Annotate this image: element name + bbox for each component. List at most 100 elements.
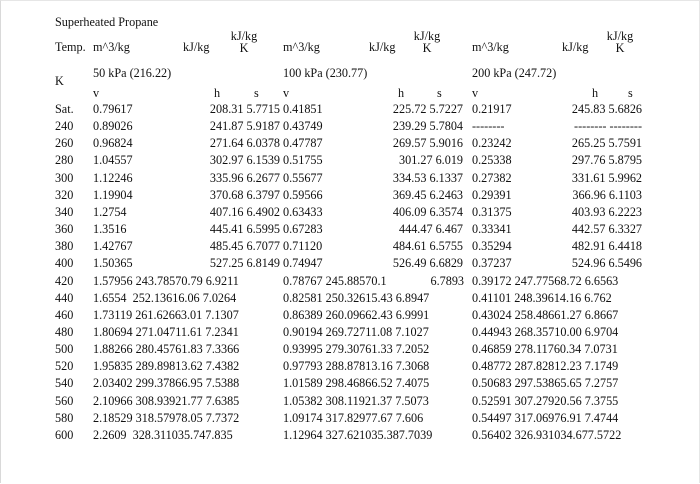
- row-5-a-1: 370.68 6.3797: [209, 188, 280, 202]
- subhead-s-200: s: [628, 86, 633, 100]
- row-0-temp: Sat.: [55, 102, 74, 116]
- row-9-b-0: 0.74947: [283, 256, 323, 270]
- row-7-b-1: 444.47 6.467: [399, 222, 463, 236]
- row-11-b-0: 0.82581 250.32615.43 6.8947: [283, 291, 430, 305]
- row-9-b-1: 526.49 6.6829: [392, 256, 463, 270]
- row-8-a-1: 485.45 6.7077: [209, 239, 280, 253]
- row-13-b-0: 0.90194 269.72711.08 7.1027: [283, 325, 429, 339]
- ent-unit-50: kJ/kg: [183, 40, 210, 54]
- ent-unit-100: kJ/kg: [369, 40, 396, 54]
- row-15-a-0: 1.95835 289.89813.62 7.4382: [93, 359, 240, 373]
- row-15-b-0: 0.97793 288.87813.16 7.3068: [283, 359, 430, 373]
- row-6-b-1: 406.09 6.3574: [392, 205, 463, 219]
- subhead-v-200: v: [472, 86, 479, 100]
- row-14-a-0: 1.88266 280.45761.83 7.3366: [93, 342, 240, 356]
- subhead-h-100: h: [398, 86, 405, 100]
- row-17-b-0: 1.05382 308.11921.37 7.5073: [283, 394, 429, 408]
- row-13-a-0: 1.80694 271.04711.61 7.2341: [93, 325, 239, 339]
- row-11-temp: 440: [55, 291, 74, 305]
- row-11-c-0: 0.41101 248.39614.16 6.762: [472, 291, 612, 305]
- row-8-c-0: 0.35294: [472, 239, 512, 253]
- entr-unit-50-bottom: K: [239, 41, 249, 55]
- vol-unit-200: m^3/kg: [472, 40, 509, 54]
- row-12-b-0: 0.86389 260.09662.43 6.9991: [283, 308, 430, 322]
- row-1-c-1: -------- --------: [574, 119, 642, 133]
- row-6-temp: 340: [55, 205, 74, 219]
- row-19-a-0: 2.2609 328.311035.747.835: [93, 428, 233, 442]
- vol-unit-100: m^3/kg: [283, 40, 320, 54]
- row-5-c-1: 366.96 6.1103: [572, 188, 642, 202]
- row-14-temp: 500: [55, 342, 74, 356]
- subhead-s-50: s: [254, 86, 259, 100]
- row-4-b-0: 0.55677: [283, 171, 323, 185]
- row-10-a-0: 1.57956 243.78570.79 6.9211: [93, 274, 239, 288]
- subhead-v-50: v: [93, 86, 100, 100]
- row-6-a-1: 407.16 6.4902: [209, 205, 280, 219]
- row-8-b-1: 484.61 6.5755: [392, 239, 463, 253]
- subhead-h-50: h: [214, 86, 221, 100]
- row-6-a-0: 1.2754: [93, 205, 127, 219]
- row-2-b-0: 0.47787: [283, 136, 323, 150]
- row-7-c-1: 442.57 6.3327: [571, 222, 642, 236]
- kelvin-label: K: [55, 74, 64, 88]
- entr-unit-100: kJ/kg K: [409, 30, 445, 54]
- row-11-a-0: 1.6554 252.13616.06 7.0264: [93, 291, 237, 305]
- row-9-a-1: 527.25 6.8149: [209, 256, 280, 270]
- row-15-temp: 520: [55, 359, 74, 373]
- row-19-b-0: 1.12964 327.621035.387.7039: [283, 428, 433, 442]
- row-9-a-0: 1.50365: [93, 256, 133, 270]
- row-10-temp: 420: [55, 274, 74, 288]
- row-10-b-0: 0.78767 245.88570.1: [283, 274, 387, 288]
- vol-unit-50: m^3/kg: [93, 40, 130, 54]
- subhead-h-200: h: [592, 86, 599, 100]
- row-9-temp: 400: [55, 256, 74, 270]
- row-8-b-0: 0.71120: [283, 239, 323, 253]
- row-5-b-1: 369.45 6.2463: [392, 188, 463, 202]
- row-16-b-0: 1.01589 298.46866.52 7.4075: [283, 376, 430, 390]
- pressure-200: 200 kPa (247.72): [472, 66, 557, 80]
- row-3-temp: 280: [55, 153, 74, 167]
- row-3-a-1: 302.97 6.1539: [209, 153, 280, 167]
- ent-unit-200: kJ/kg: [562, 40, 589, 54]
- row-8-temp: 380: [55, 239, 74, 253]
- row-3-a-0: 1.04557: [93, 153, 133, 167]
- row-10-c-0: 0.39172 247.77568.72 6.6563: [472, 274, 619, 288]
- row-17-temp: 560: [55, 394, 74, 408]
- row-12-temp: 460: [55, 308, 74, 322]
- row-5-a-0: 1.19904: [93, 188, 133, 202]
- row-10-b-1: 6.7893: [430, 274, 464, 288]
- row-4-a-1: 335.96 6.2677: [209, 171, 280, 185]
- row-0-a-1: 208.31 5.7715: [209, 102, 280, 116]
- row-13-c-0: 0.44943 268.35710.00 6.9704: [472, 325, 619, 339]
- row-0-b-0: 0.41851: [283, 102, 323, 116]
- temp-header: Temp.: [55, 40, 86, 54]
- pressure-50: 50 kPa (216.22): [93, 66, 172, 80]
- row-16-temp: 540: [55, 376, 74, 390]
- row-8-c-1: 482.91 6.4418: [571, 239, 642, 253]
- row-4-b-1: 334.53 6.1337: [392, 171, 463, 185]
- entr-unit-200: kJ/kg K: [600, 30, 640, 54]
- row-6-c-0: 0.31375: [472, 205, 512, 219]
- row-4-temp: 300: [55, 171, 74, 185]
- row-6-b-0: 0.63433: [283, 205, 323, 219]
- row-4-c-0: 0.27382: [472, 171, 512, 185]
- subhead-v-100: v: [283, 86, 290, 100]
- row-13-temp: 480: [55, 325, 74, 339]
- row-6-c-1: 403.93 6.2223: [571, 205, 642, 219]
- row-7-temp: 360: [55, 222, 74, 236]
- row-7-b-0: 0.67283: [283, 222, 323, 236]
- subhead-s-100: s: [437, 86, 442, 100]
- row-18-a-0: 2.18529 318.57978.05 7.7372: [93, 411, 240, 425]
- row-14-b-0: 0.93995 279.30761.33 7.2052: [283, 342, 430, 356]
- row-5-b-0: 0.59566: [283, 188, 323, 202]
- row-14-c-0: 0.46859 278.11760.34 7.0731: [472, 342, 618, 356]
- row-7-c-0: 0.33341: [472, 222, 512, 236]
- row-0-a-0: 0.79617: [93, 102, 133, 116]
- row-8-a-0: 1.42767: [93, 239, 133, 253]
- row-0-b-1: 225.72 5.7227: [392, 102, 463, 116]
- row-7-a-1: 445.41 6.5995: [209, 222, 280, 236]
- row-0-c-1: 245.83 5.6826: [571, 102, 642, 116]
- row-2-a-1: 271.64 6.0378: [209, 136, 280, 150]
- row-2-c-0: 0.23242: [472, 136, 512, 150]
- row-2-temp: 260: [55, 136, 74, 150]
